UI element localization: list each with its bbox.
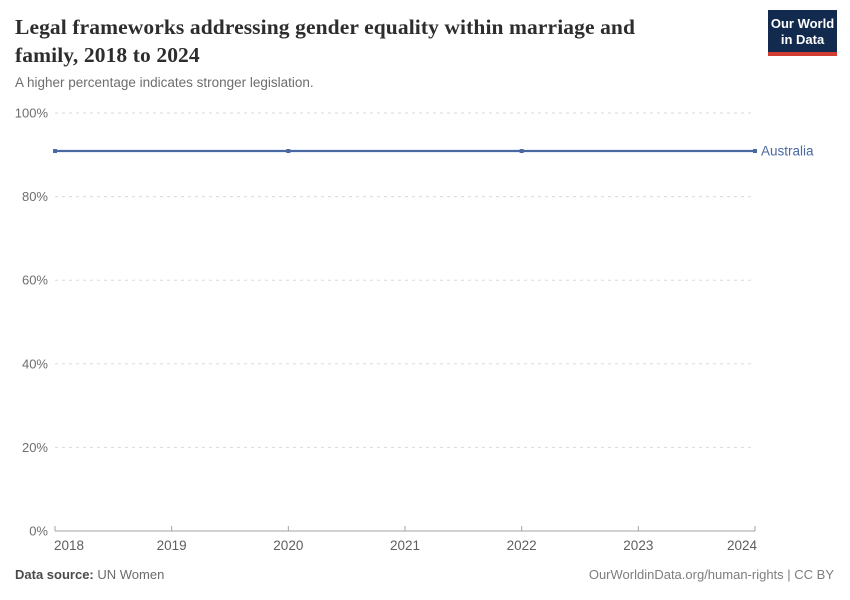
x-tick-label: 2024 [727,538,758,553]
y-tick-label: 100% [15,106,49,121]
data-source: Data source: UN Women [15,567,164,582]
y-tick-label: 0% [29,524,48,539]
x-tick-label: 2020 [273,538,303,553]
data-source-label: Data source: [15,567,94,582]
x-tick-label: 2019 [157,538,187,553]
chart-title-line-2: family, 2018 to 2024 [15,43,200,67]
x-tick-label: 2018 [54,538,84,553]
x-tick-label: 2021 [390,538,420,553]
data-point [753,149,757,154]
chart-subtitle: A higher percentage indicates stronger l… [15,75,314,90]
y-tick-label: 80% [22,189,48,204]
y-tick-label: 20% [22,440,48,455]
owid-logo[interactable]: Our World in Data [768,10,837,56]
data-source-value: UN Women [97,567,165,582]
y-tick-label: 40% [22,356,48,371]
owid-logo-line-1: Our World [770,16,835,31]
credit-link[interactable]: OurWorldinData.org/human-rights | CC BY [588,567,834,582]
x-tick-label: 2023 [623,538,653,553]
x-tick-label: 2022 [507,538,537,553]
y-tick-label: 60% [22,273,48,288]
owid-logo-line-2: in Data [780,32,825,47]
chart-footer: Data source: UN Women OurWorldinData.org… [15,567,834,582]
series-label-australia[interactable]: Australia [761,144,814,159]
chart-title: Legal frameworks addressing gender equal… [15,13,635,69]
chart-title-line-1: Legal frameworks addressing gender equal… [15,15,636,39]
data-point [53,149,57,154]
line-chart: 0% 20% 40% 60% 80% 100% 2018 2019 2020 2021 2022 20… [15,106,814,554]
data-point [286,149,291,154]
data-point [519,149,524,154]
